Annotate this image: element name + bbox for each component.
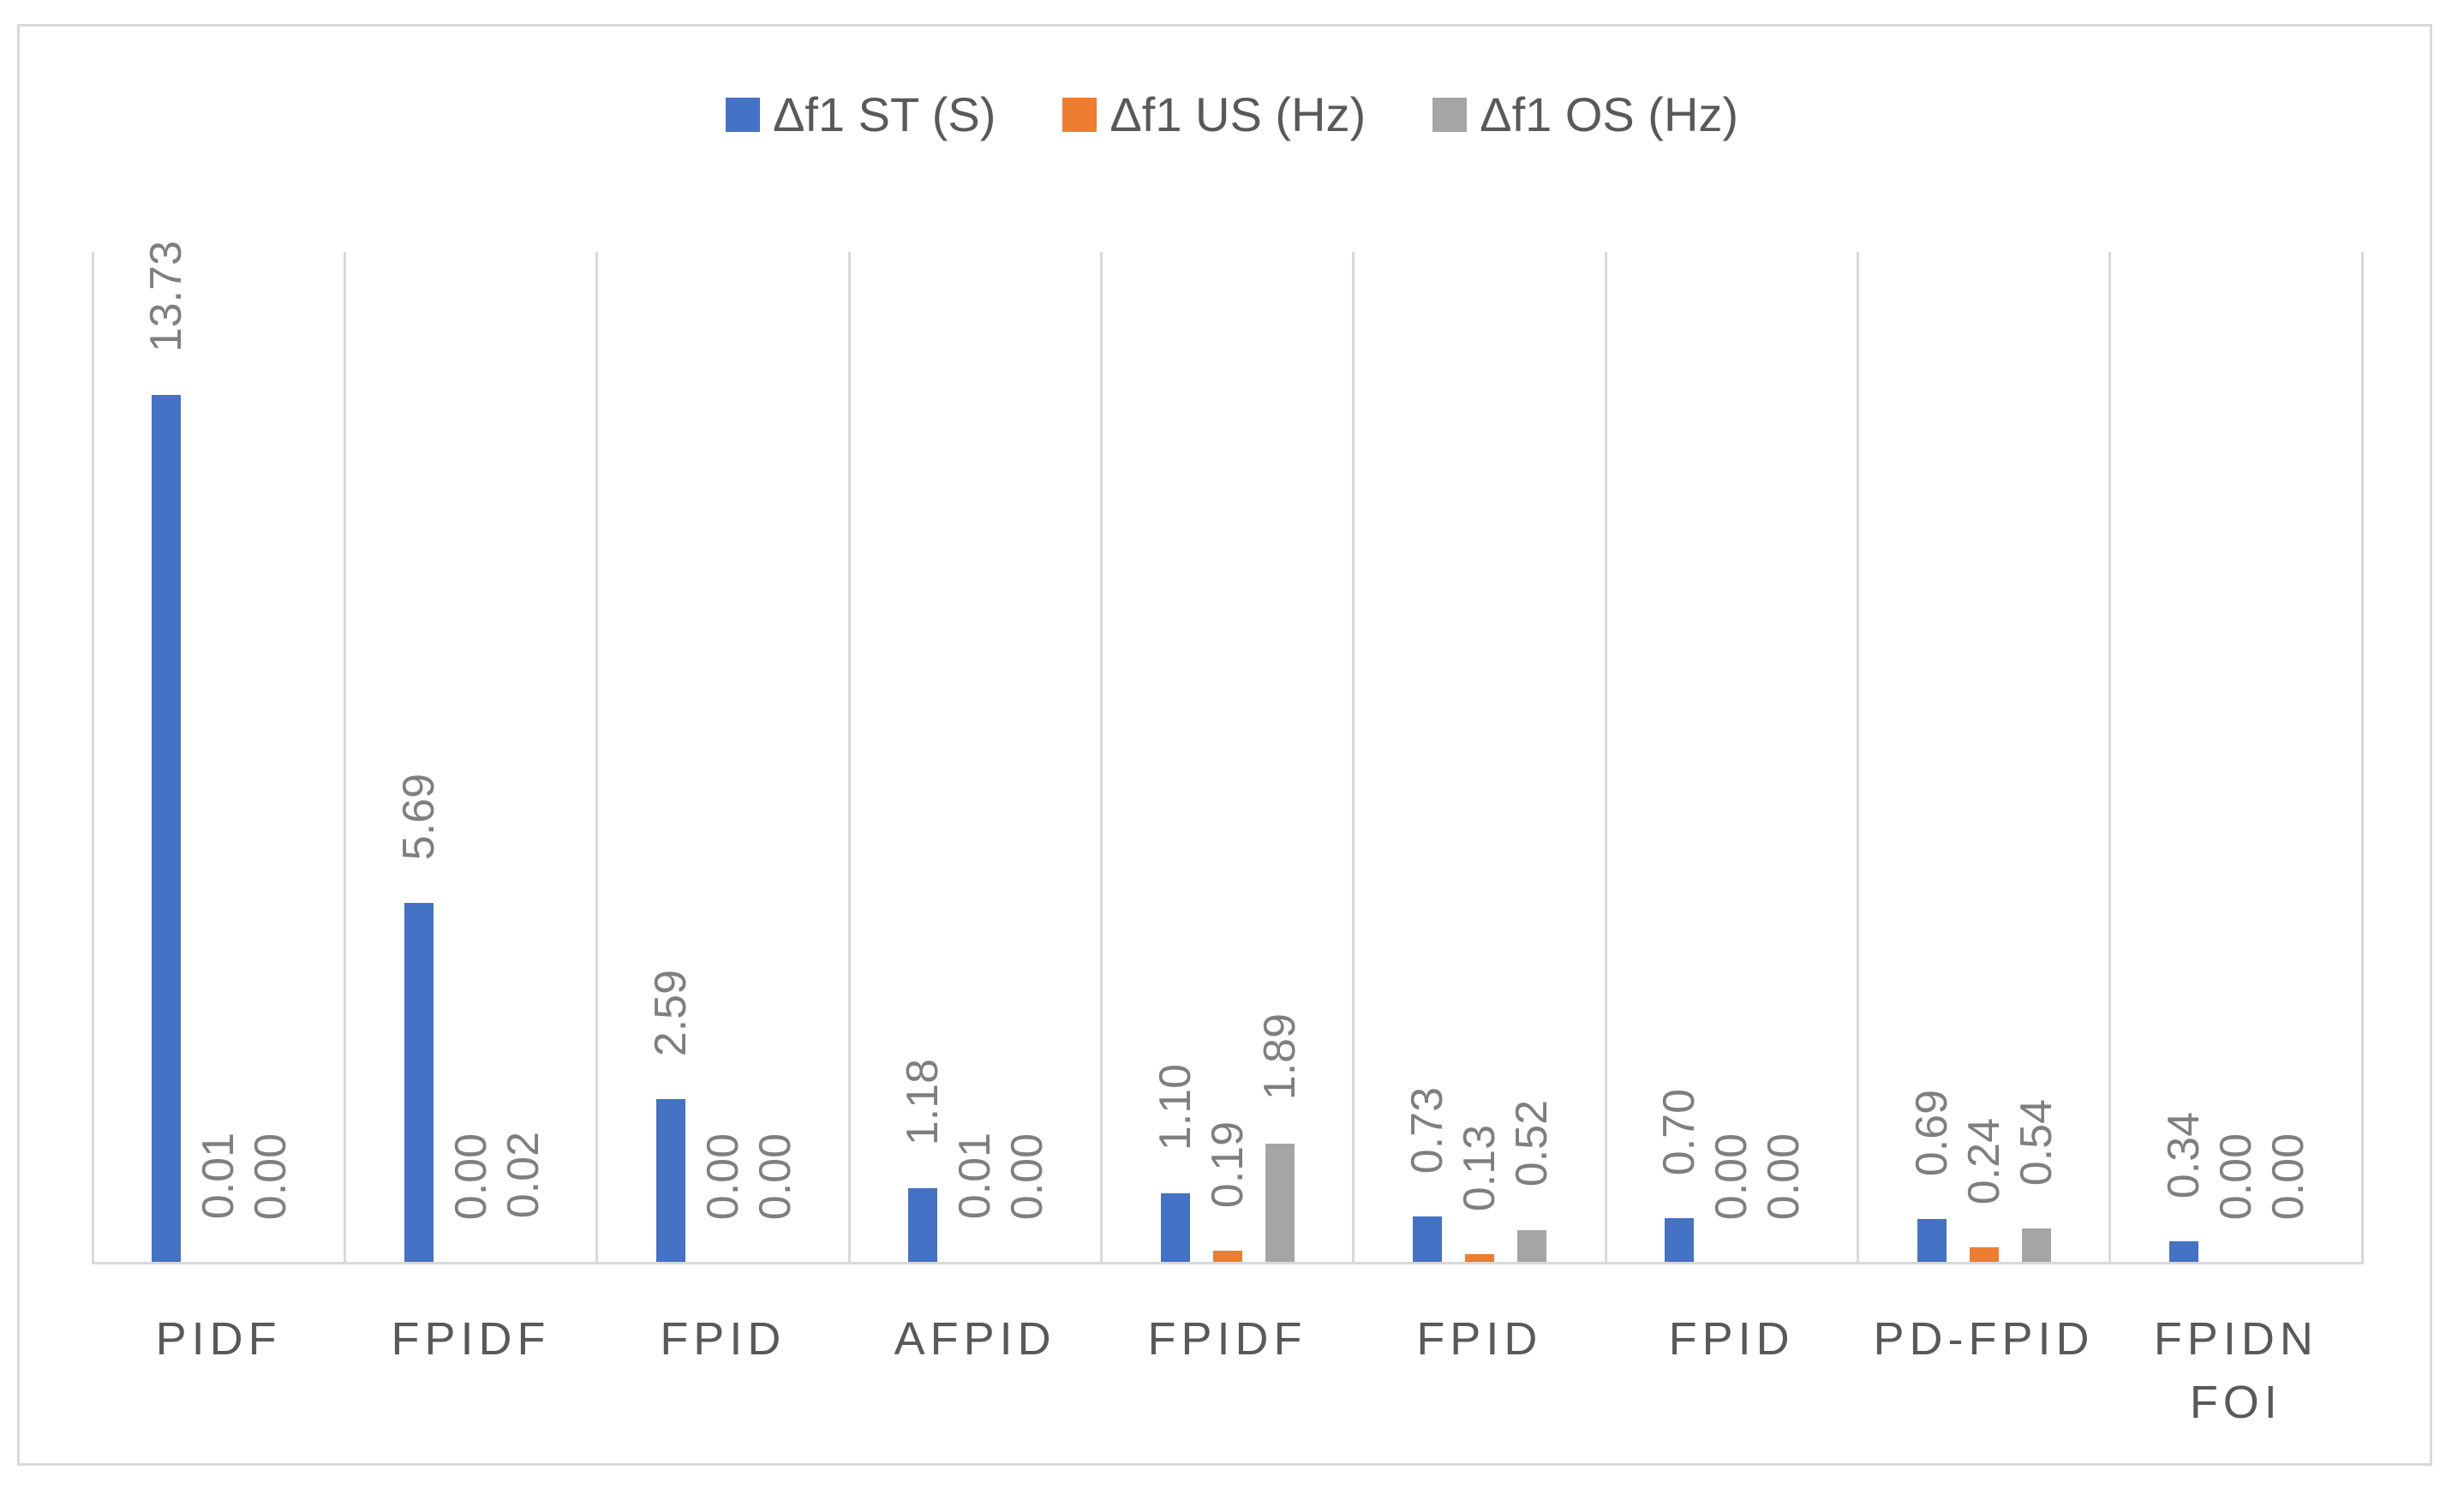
category-label: AFPID bbox=[849, 1307, 1101, 1371]
bar-value-label: 0.19 bbox=[1202, 1120, 1253, 1208]
bar-value-label: 1.89 bbox=[1254, 1013, 1305, 1101]
bar-value-label: 5.69 bbox=[393, 774, 444, 861]
gridline bbox=[343, 252, 346, 1263]
bar-value-label: 0.00 bbox=[446, 1132, 496, 1220]
category-label-line: PD-FPID bbox=[1873, 1313, 2095, 1365]
gridline bbox=[1352, 252, 1355, 1263]
bar-value-label: 0.70 bbox=[1654, 1089, 1705, 1176]
bar-value-label: 0.00 bbox=[2263, 1132, 2313, 1220]
bar bbox=[152, 395, 182, 1263]
legend-label-st: Δf1 ST (S) bbox=[772, 87, 996, 141]
bar-value-label: 0.00 bbox=[697, 1132, 748, 1220]
legend-item-os: Δf1 OS (Hz) bbox=[1432, 91, 1738, 139]
legend-swatch-st bbox=[725, 98, 760, 132]
category-label: FPID bbox=[1606, 1307, 1857, 1371]
category-label: FPID bbox=[1354, 1307, 1606, 1371]
category-label: FPID bbox=[597, 1307, 849, 1371]
legend: Δf1 ST (S) Δf1 US (Hz) Δf1 OS (Hz) bbox=[0, 91, 2464, 139]
legend-item-st: Δf1 ST (S) bbox=[725, 87, 996, 141]
bar-value-label: 0.34 bbox=[2158, 1111, 2209, 1198]
bar-value-label: 0.00 bbox=[246, 1132, 296, 1220]
bar-value-label: 1.18 bbox=[898, 1058, 948, 1145]
category-label-line: FOI bbox=[2189, 1377, 2282, 1428]
legend-swatch-os bbox=[1432, 98, 1468, 132]
legend-item-us: Δf1 US (Hz) bbox=[1062, 91, 1366, 139]
bar-value-label: 0.00 bbox=[1707, 1132, 1757, 1220]
bar-value-label: 0.69 bbox=[1906, 1089, 1957, 1177]
category-label: PIDF bbox=[93, 1307, 344, 1371]
bar-value-label: 0.00 bbox=[2210, 1132, 2261, 1220]
bar-value-label: 13.73 bbox=[141, 241, 192, 353]
bar bbox=[1412, 1216, 1442, 1263]
gridline bbox=[91, 252, 94, 1263]
bar-value-label: 0.02 bbox=[498, 1132, 548, 1219]
bar-value-label: 0.01 bbox=[194, 1132, 244, 1220]
gridline bbox=[1099, 252, 1103, 1263]
bar-value-label: 0.13 bbox=[1454, 1125, 1504, 1212]
bar bbox=[1969, 1247, 1999, 1263]
bar-value-label: 1.10 bbox=[1150, 1063, 1200, 1150]
bar-value-label: 0.24 bbox=[1959, 1118, 2009, 1205]
gridline bbox=[847, 252, 851, 1263]
bar-value-label: 0.01 bbox=[950, 1132, 1001, 1220]
x-axis-line bbox=[91, 1262, 2364, 1264]
legend-label-us: Δf1 US (Hz) bbox=[1109, 87, 1367, 141]
category-label-line: FPID bbox=[1416, 1313, 1543, 1365]
category-label-line: FPID bbox=[1668, 1313, 1795, 1365]
bar-value-label: 0.00 bbox=[750, 1132, 800, 1220]
bar bbox=[1265, 1143, 1295, 1263]
bar bbox=[1160, 1192, 1190, 1263]
bar bbox=[1917, 1219, 1947, 1263]
gridline bbox=[2360, 252, 2364, 1263]
category-label-line: FPID bbox=[660, 1313, 786, 1365]
category-label: FPIDF bbox=[1101, 1307, 1353, 1371]
bar bbox=[2021, 1228, 2051, 1263]
bar-value-label: 0.52 bbox=[1506, 1100, 1557, 1187]
bar bbox=[404, 903, 434, 1263]
category-label-line: AFPID bbox=[894, 1313, 1056, 1365]
bar-value-label: 2.59 bbox=[645, 969, 696, 1056]
bar-value-label: 0.73 bbox=[1402, 1086, 1452, 1174]
bar bbox=[1464, 1254, 1494, 1263]
category-label: FPIDN FOI bbox=[2110, 1307, 2362, 1434]
bar bbox=[1516, 1229, 1546, 1263]
category-label-line: FPIDN bbox=[2153, 1313, 2318, 1365]
category-label-line: PIDF bbox=[155, 1313, 282, 1365]
category-label-line: FPIDF bbox=[391, 1313, 551, 1365]
bar-value-label: 0.54 bbox=[2011, 1098, 2061, 1186]
bar bbox=[1212, 1251, 1242, 1263]
gridline bbox=[1856, 252, 1859, 1263]
chart-border bbox=[17, 24, 2432, 1466]
category-label-line: FPIDF bbox=[1147, 1313, 1307, 1365]
legend-label-os: Δf1 OS (Hz) bbox=[1480, 87, 1739, 141]
category-label: FPIDF bbox=[344, 1307, 596, 1371]
bar-value-label: 0.00 bbox=[1002, 1132, 1053, 1220]
plot-area: 13.73 5.69 2.59 1.18 1.10 0.73 0.70 0.69 0.34 0.0… bbox=[91, 241, 2364, 1263]
bar bbox=[908, 1187, 938, 1263]
bar-value-label: 0.00 bbox=[1759, 1132, 1809, 1220]
gridline bbox=[1604, 252, 1607, 1263]
gridline bbox=[595, 252, 599, 1263]
legend-swatch-us bbox=[1062, 98, 1097, 132]
bar bbox=[655, 1099, 685, 1263]
gridline bbox=[2108, 252, 2112, 1263]
category-label: PD-FPID bbox=[1857, 1307, 2109, 1371]
bar bbox=[2168, 1240, 2198, 1263]
bar bbox=[1665, 1218, 1695, 1263]
